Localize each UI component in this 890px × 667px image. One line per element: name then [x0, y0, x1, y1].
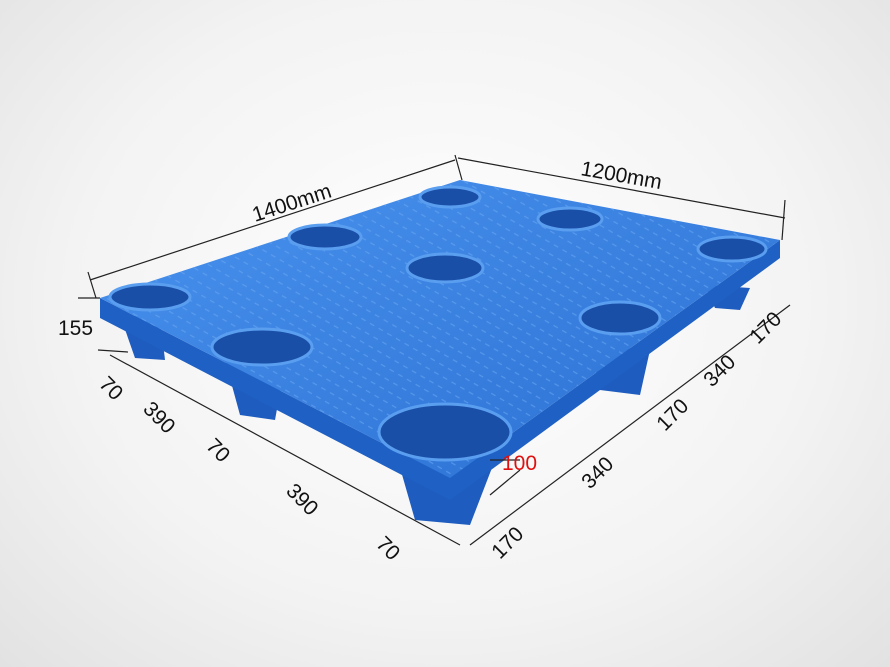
length-segment-5: 70	[371, 532, 404, 565]
width-segment-4: 340	[699, 350, 740, 391]
width-segment-1: 170	[487, 522, 528, 563]
foot-height-label: 100	[502, 452, 537, 475]
length-segment-3: 70	[201, 434, 234, 467]
width-segment-3: 170	[652, 394, 693, 435]
height-label: 155	[58, 317, 93, 340]
length-segment-1: 70	[94, 372, 127, 405]
length-segment-2: 390	[138, 397, 179, 438]
width-label: 1200mm	[579, 157, 663, 194]
length-segment-4: 390	[281, 479, 322, 520]
pallet-side	[100, 240, 780, 500]
width-segment-2: 340	[577, 452, 618, 493]
length-label: 1400mm	[249, 180, 334, 227]
pallet-holes	[108, 185, 768, 462]
width-segment-5: 170	[745, 307, 786, 348]
dimension-lines	[78, 154, 791, 546]
